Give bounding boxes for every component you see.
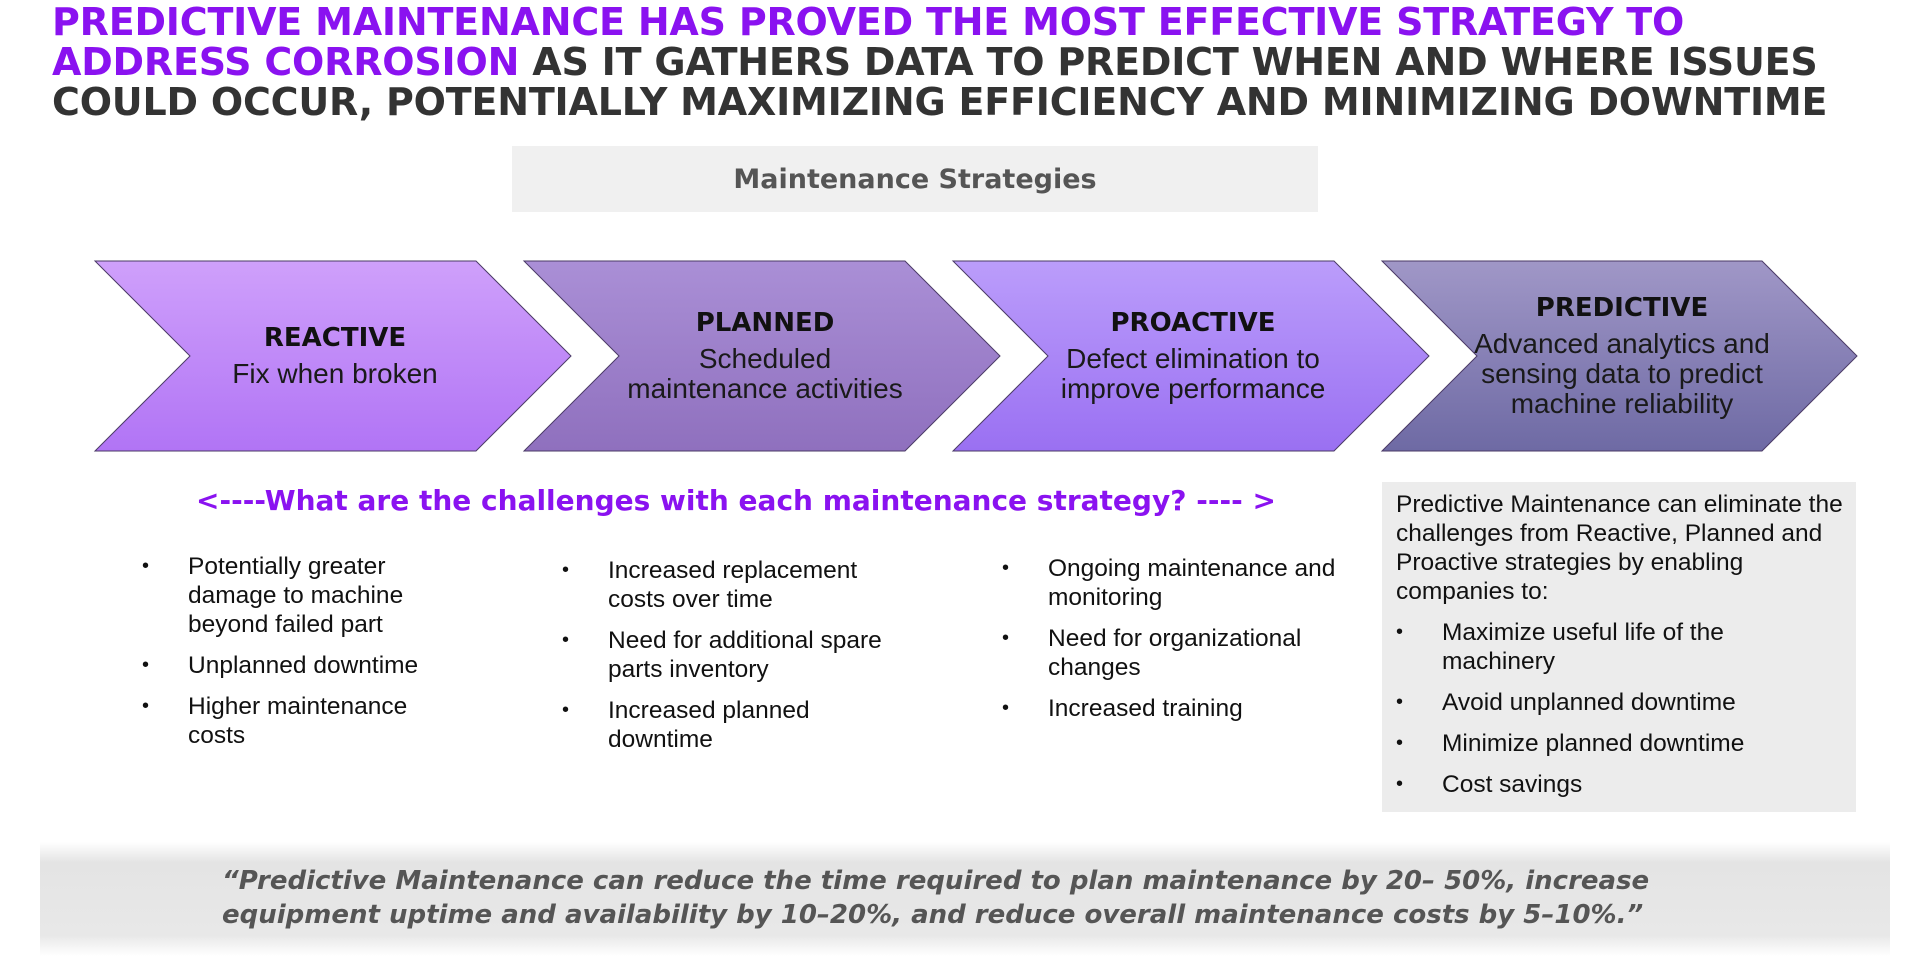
chevron-reactive bbox=[93, 260, 572, 452]
predictive-benefits-box: Predictive Maintenance can eliminate the… bbox=[1382, 482, 1856, 812]
strategy-label-predictive: PREDICTIVE bbox=[1535, 293, 1709, 323]
list-item: Increased training bbox=[1002, 694, 1342, 723]
list-item: Higher maintenance costs bbox=[142, 692, 462, 750]
chevron-reactive-text: REACTIVE Fix when broken bbox=[195, 261, 475, 451]
strategy-desc-planned: Scheduled maintenance activities bbox=[627, 343, 903, 404]
planned-challenges-list: Increased replacement costs over time Ne… bbox=[562, 556, 902, 766]
strategy-desc-predictive: Advanced analytics and sensing data to p… bbox=[1474, 328, 1770, 419]
list-item: Potentially greater damage to machine be… bbox=[142, 552, 462, 639]
list-item: Minimize planned downtime bbox=[1396, 729, 1836, 758]
headline-rest: AS IT GATHERS DATA TO PREDICT WHEN AND W… bbox=[52, 40, 1828, 124]
strategies-title: Maintenance Strategies bbox=[733, 163, 1097, 195]
quote-text: “Predictive Maintenance can reduce the t… bbox=[222, 866, 1650, 930]
list-item: Maximize useful life of the machinery bbox=[1396, 618, 1836, 676]
predictive-intro: Predictive Maintenance can eliminate the… bbox=[1396, 491, 1843, 605]
predictive-benefits-list: Maximize useful life of the machinery Av… bbox=[1396, 618, 1836, 811]
list-item: Avoid unplanned downtime bbox=[1396, 688, 1836, 717]
list-item: Increased planned downtime bbox=[562, 696, 902, 754]
list-item: Increased replacement costs over time bbox=[562, 556, 902, 614]
quote-band bbox=[40, 842, 1890, 956]
list-item: Cost savings bbox=[1396, 770, 1836, 799]
list-item: Need for additional spare parts inventor… bbox=[562, 626, 902, 684]
list-item: Unplanned downtime bbox=[142, 651, 462, 680]
strategy-desc-proactive: Defect elimination to improve performanc… bbox=[1060, 343, 1326, 404]
chevron-planned-text: PLANNED Scheduled maintenance activities bbox=[625, 261, 905, 451]
proactive-challenges-list: Ongoing maintenance and monitoring Need … bbox=[1002, 554, 1342, 735]
chevron-predictive bbox=[1380, 260, 1858, 452]
headline-accent: PREDICTIVE MAINTENANCE HAS PROVED THE MO… bbox=[52, 0, 1685, 84]
list-item: Ongoing maintenance and monitoring bbox=[1002, 554, 1342, 612]
chevron-predictive-text: PREDICTIVE Advanced analytics and sensin… bbox=[1472, 261, 1772, 451]
strategy-desc-reactive: Fix when broken bbox=[232, 358, 438, 389]
list-item: Need for organizational changes bbox=[1002, 624, 1342, 682]
strategy-label-planned: PLANNED bbox=[695, 308, 835, 338]
chevron-proactive-text: PROACTIVE Defect elimination to improve … bbox=[1053, 261, 1333, 451]
strategy-label-reactive: REACTIVE bbox=[263, 323, 407, 353]
reactive-challenges-list: Potentially greater damage to machine be… bbox=[142, 552, 462, 762]
challenges-question: <----What are the challenges with each m… bbox=[196, 484, 1276, 517]
strategy-label-proactive: PROACTIVE bbox=[1110, 308, 1276, 338]
page-headline: PREDICTIVE MAINTENANCE HAS PROVED THE MO… bbox=[52, 2, 1892, 122]
chevron-proactive bbox=[951, 260, 1430, 452]
strategies-title-box: Maintenance Strategies bbox=[512, 146, 1318, 212]
chevron-planned bbox=[522, 260, 1001, 452]
